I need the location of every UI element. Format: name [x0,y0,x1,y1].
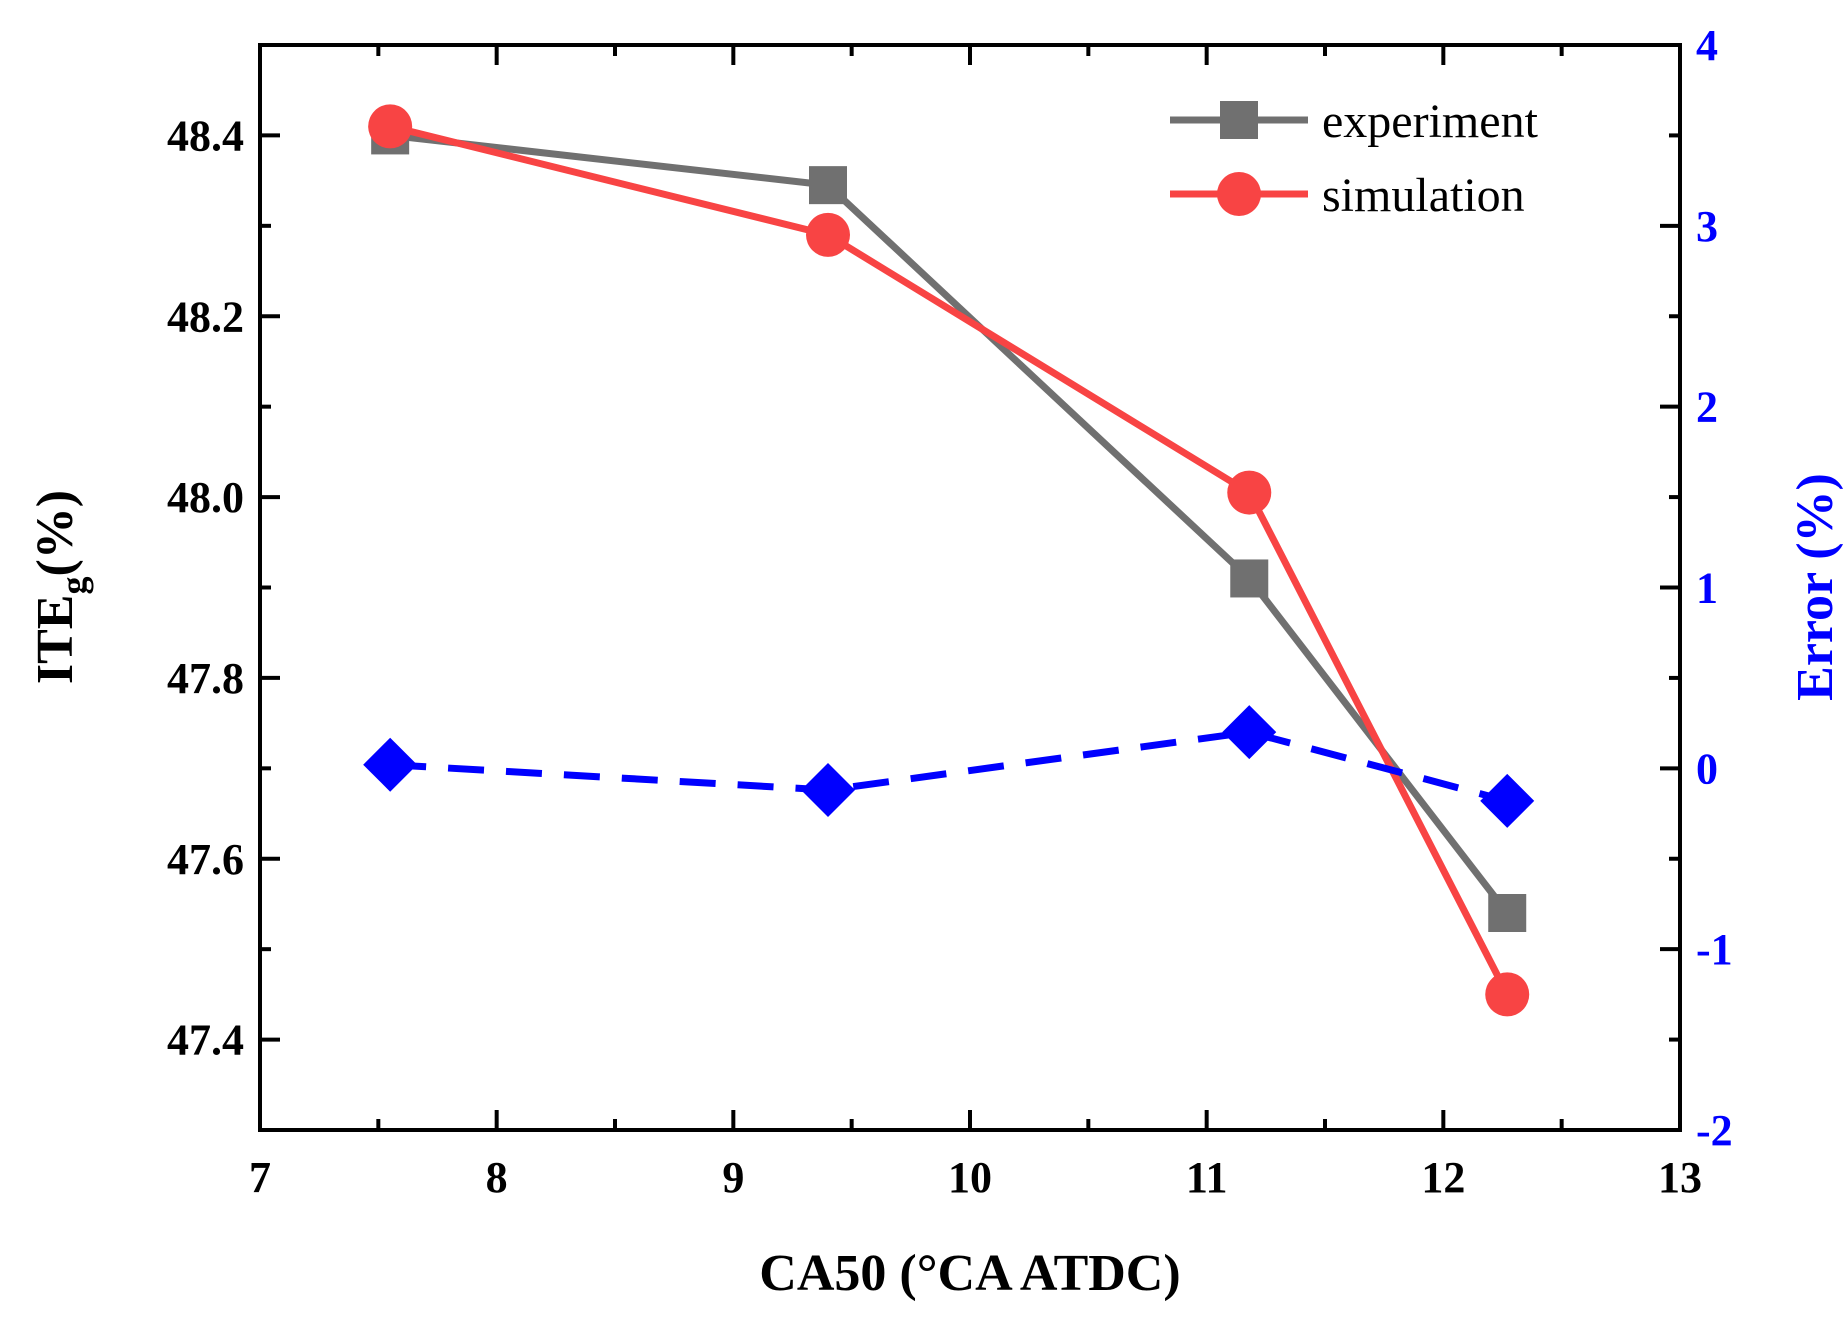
legend-marker-experiment [1220,101,1258,139]
y-tick-label: 47.8 [167,654,244,703]
y2-tick-label: -1 [1696,925,1733,974]
point-simulation [806,212,850,257]
y2-tick-label: 0 [1696,744,1718,793]
y2-tick-label: -2 [1696,1106,1733,1155]
legend-label-simulation: simulation [1322,169,1525,222]
point-experiment [1488,894,1527,932]
point-error [801,763,855,818]
legend: experiment simulation [1170,95,1539,222]
x-tick-label: 11 [1186,1153,1228,1202]
legend-label-experiment: experiment [1322,95,1539,148]
x-tick-label: 12 [1421,1153,1465,1202]
y2-axis-title: Error (%) [1787,473,1844,701]
point-error [363,737,418,792]
y2-tick-label: 2 [1696,383,1718,432]
y2-tick-label: 3 [1696,202,1718,251]
axes-layer: 7 8 9 10 11 12 1347.447.647.848.048.248.4-2-10… [167,21,1733,1202]
x-tick-label: 10 [948,1153,992,1202]
y-tick-label: 47.4 [167,1016,244,1065]
series-layer [363,104,1535,1017]
point-simulation [368,104,413,149]
point-error [1480,773,1535,828]
point-simulation [1227,470,1272,515]
point-simulation [1485,972,1530,1017]
series-line-simulation [389,122,1511,996]
y-axis-title: ITEg(%) [27,490,94,684]
x-tick-label: 13 [1658,1153,1702,1202]
y-tick-label: 48.4 [167,111,244,160]
point-error [1222,705,1277,760]
y2-tick-label: 4 [1696,21,1718,70]
y2-tick-label: 1 [1696,564,1718,613]
point-experiment [809,166,847,205]
x-axis-title: CA50 (°CA ATDC) [759,1245,1180,1302]
legend-marker-simulation [1217,172,1261,216]
y-tick-label: 48.2 [167,292,244,341]
x-tick-label: 8 [486,1153,508,1202]
series-line-experiment [389,131,1511,916]
x-tick-label: 7 [249,1153,271,1202]
x-tick-label: 9 [722,1153,744,1202]
y-tick-label: 47.6 [167,835,244,884]
point-experiment [1230,559,1269,598]
y-tick-label: 48.0 [167,473,244,522]
series-line-error [389,728,1509,805]
